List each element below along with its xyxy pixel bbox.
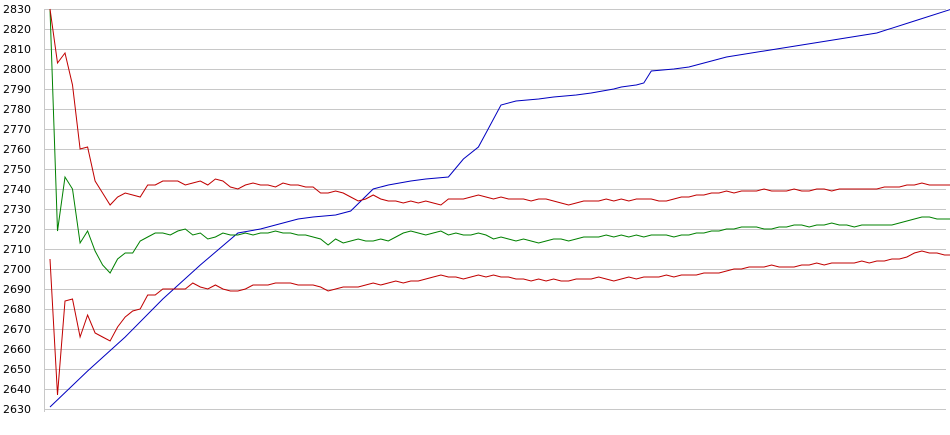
y-tick-label: 2720 (3, 223, 31, 236)
y-tick-label: 2790 (3, 83, 31, 96)
y-tick-label: 2760 (3, 143, 31, 156)
y-tick-label: 2710 (3, 243, 31, 256)
y-tick-label: 2670 (3, 323, 31, 336)
series-line-3 (49, 8, 950, 206)
y-tick-label: 2810 (3, 43, 31, 56)
y-tick-label: 2740 (3, 183, 31, 196)
y-tick-label: 2730 (3, 203, 31, 216)
y-tick-label: 2750 (3, 163, 31, 176)
y-axis-tick-labels: 2630 2640 2650 2660 2670 2680 2690 2700 2710 2720… (3, 3, 31, 416)
series-line-4 (49, 250, 950, 396)
y-tick-label: 2780 (3, 103, 31, 116)
y-tick-label: 2660 (3, 343, 31, 356)
y-tick-label: 2820 (3, 23, 31, 36)
y-tick-label: 2640 (3, 383, 31, 396)
y-tick-label: 2770 (3, 123, 31, 136)
y-tick-label: 2650 (3, 363, 31, 376)
y-tick-label: 2700 (3, 263, 31, 276)
series-line-1 (49, 9, 950, 408)
y-tick-label: 2830 (3, 3, 31, 16)
y-tick-label: 2800 (3, 63, 31, 76)
grid-lines (44, 9, 946, 410)
y-tick-label: 2630 (3, 403, 31, 416)
series-line-2 (49, 8, 950, 274)
y-tick-label: 2690 (3, 283, 31, 296)
series-lines (49, 8, 950, 408)
y-tick-label: 2680 (3, 303, 31, 316)
